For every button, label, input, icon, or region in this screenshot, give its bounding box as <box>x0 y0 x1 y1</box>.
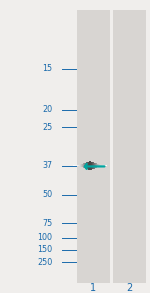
Text: 75: 75 <box>42 219 52 228</box>
Text: 50: 50 <box>42 190 52 199</box>
Text: 250: 250 <box>37 258 52 267</box>
Text: 2: 2 <box>127 283 133 293</box>
Text: 20: 20 <box>42 105 52 114</box>
Text: 37: 37 <box>42 161 52 170</box>
Text: 100: 100 <box>38 234 52 242</box>
Text: 150: 150 <box>37 245 52 254</box>
Bar <box>76 10 110 283</box>
Bar <box>113 10 146 283</box>
Text: 1: 1 <box>90 283 96 293</box>
Text: 15: 15 <box>42 64 52 73</box>
Text: 25: 25 <box>42 123 52 132</box>
